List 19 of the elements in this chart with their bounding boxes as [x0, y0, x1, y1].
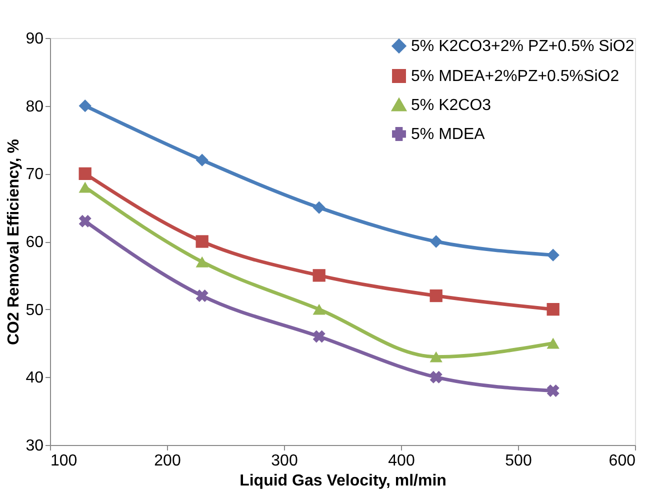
x-tick-label: 400 [388, 452, 415, 470]
y-tick-label: 40 [26, 370, 44, 387]
x-tick-label: 600 [608, 452, 636, 470]
legend-label: 5% K2CO3+2% PZ+0.5% SiO2 [411, 38, 634, 55]
y-tick-label: 60 [26, 234, 44, 251]
x-tick-label: 100 [50, 452, 78, 470]
y-tick-label: 70 [26, 166, 44, 184]
y-tick-label: 90 [26, 30, 44, 48]
legend-label: 5% K2CO3 [411, 97, 492, 114]
y-tick-label: 30 [26, 438, 44, 454]
y-axis-title: CO2 Removal Efficiency, % [6, 139, 23, 345]
x-tick-label: 300 [271, 452, 298, 470]
y-tick-label: 80 [26, 98, 44, 116]
x-axis-title: Liquid Gas Velocity, ml/min [240, 472, 446, 490]
legend-label: 5% MDEA+2%PZ+0.5%SiO2 [411, 68, 620, 85]
legend-label: 5% MDEA [411, 126, 486, 143]
x-tick-label: 200 [154, 452, 181, 470]
y-tick-label: 50 [26, 302, 44, 319]
x-tick-label: 500 [505, 452, 532, 470]
